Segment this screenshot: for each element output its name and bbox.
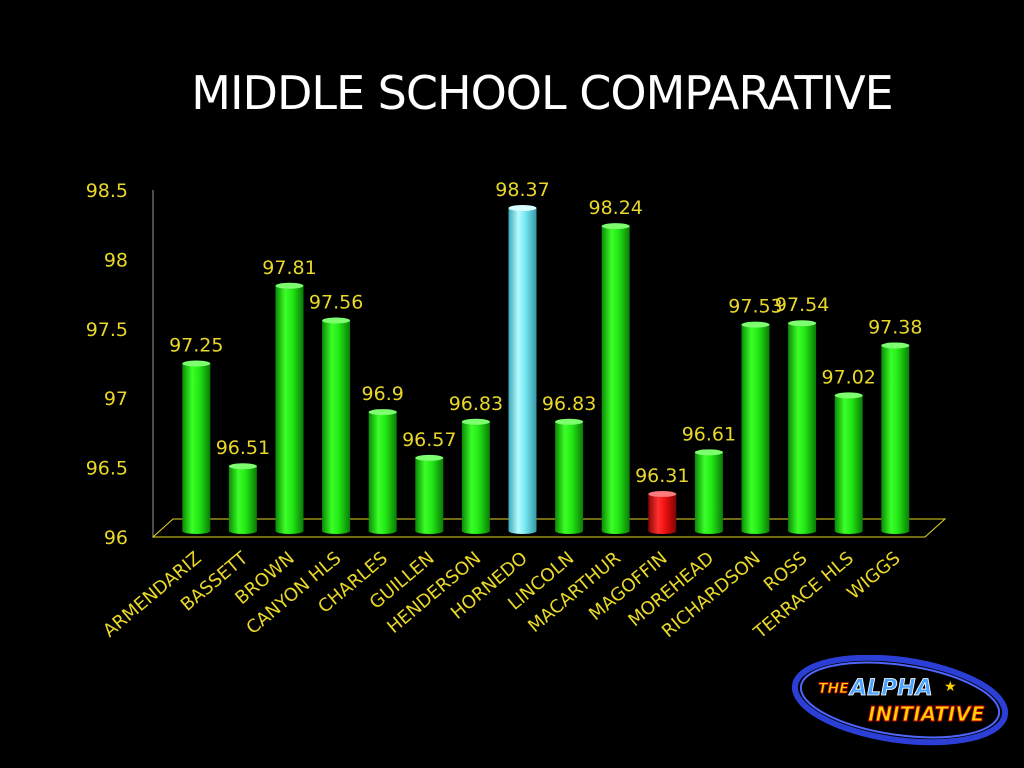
value-label: 98.24 <box>588 197 642 219</box>
y-tick-label: 96 <box>104 527 128 549</box>
value-label: 96.9 <box>362 383 404 405</box>
y-tick-label: 98.5 <box>86 180 128 202</box>
bar-series <box>182 205 910 534</box>
svg-text:THE: THE <box>818 681 849 697</box>
value-label: 96.83 <box>449 393 503 415</box>
bar-bassett <box>228 463 257 534</box>
bar-magoffin <box>648 490 677 534</box>
bar-guillen <box>415 454 444 534</box>
bar-lincoln <box>555 418 584 534</box>
bar-henderson <box>461 418 490 534</box>
y-axis-ticks: 96 96.5 97 97.5 98 98.5 <box>86 180 128 549</box>
value-label: 96.57 <box>402 429 456 451</box>
y-tick-label: 97 <box>104 388 128 410</box>
bar-morehead <box>694 449 723 534</box>
bar-ross <box>788 320 817 534</box>
bar-canyon-hls <box>322 317 351 534</box>
bar-brown <box>275 282 304 534</box>
value-label: 98.37 <box>495 179 549 201</box>
value-label: 97.38 <box>868 316 922 338</box>
value-label: 97.56 <box>309 291 363 313</box>
chart-floor <box>151 518 947 538</box>
value-label: 97.25 <box>169 335 223 357</box>
value-labels: 97.25 96.51 97.81 97.56 96.9 96.57 96.83 98.37 9… <box>169 179 922 487</box>
value-label: 96.61 <box>682 423 736 445</box>
alpha-initiative-logo: THE ALPHA ★ INITIATIVE <box>790 654 1010 755</box>
bar-macarthur <box>601 223 630 534</box>
y-tick-label: 97.5 <box>86 319 128 341</box>
value-label: 96.51 <box>216 437 270 459</box>
bar-terrace-hls <box>834 392 863 534</box>
value-label: 97.54 <box>775 294 829 316</box>
svg-text:ALPHA: ALPHA <box>848 676 933 701</box>
slide-title: MIDDLE SCHOOL COMPARATIVE <box>191 66 893 120</box>
y-tick-label: 96.5 <box>86 458 128 480</box>
bar-armendariz <box>182 360 211 534</box>
bar-charles <box>368 409 397 534</box>
value-label: 97.02 <box>821 366 875 388</box>
bar-hornedo <box>508 205 537 534</box>
bar-richardson <box>741 321 770 534</box>
chart-axes <box>151 190 947 538</box>
value-label: 97.81 <box>262 257 316 279</box>
value-label: 97.53 <box>728 296 782 318</box>
svg-text:INITIATIVE: INITIATIVE <box>868 702 985 726</box>
value-label: 96.31 <box>635 465 689 487</box>
y-tick-label: 98 <box>104 249 128 271</box>
svg-text:★: ★ <box>944 679 957 695</box>
value-label: 96.83 <box>542 393 596 415</box>
category-label: WIGGS <box>843 548 904 604</box>
bar-wiggs <box>881 342 910 534</box>
